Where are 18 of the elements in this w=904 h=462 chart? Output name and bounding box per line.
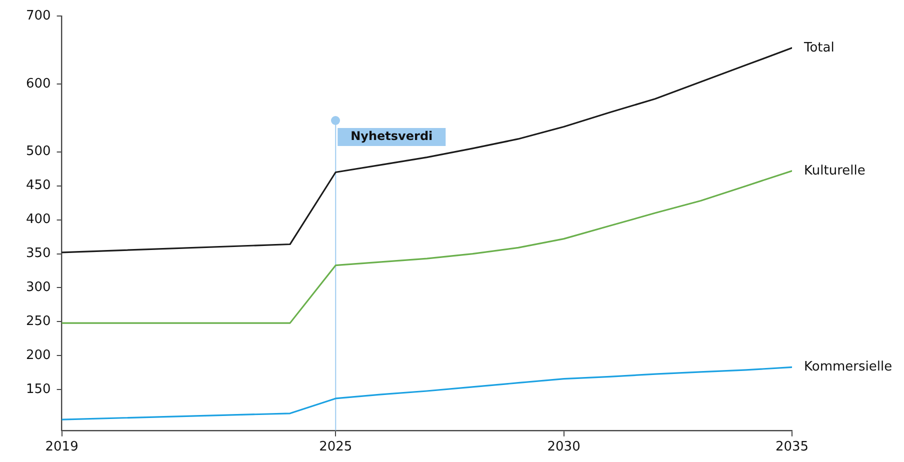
series-label: Kulturelle [804,163,866,178]
x-tick-label: 2025 [319,440,352,455]
series-label: Kommersielle [804,360,892,375]
y-tick-label: 300 [26,280,51,296]
y-tick-label: 700 [26,8,51,24]
x-tick-label: 2035 [775,440,809,455]
y-tick-label: 350 [26,246,51,262]
y-tick-label: 250 [26,314,51,330]
y-tick-label: 200 [26,348,51,364]
x-tick-label: 2019 [45,440,78,455]
y-tick-label: 600 [26,76,51,92]
y-tick-label: 400 [26,212,51,228]
y-tick-label: 450 [26,178,51,194]
series-label: Total [803,40,834,56]
y-tick-label: 500 [26,144,51,160]
ref-line-label: Nyhetsverdi [350,129,433,144]
x-tick-label: 2030 [547,440,580,455]
y-tick-label: 150 [26,382,51,398]
